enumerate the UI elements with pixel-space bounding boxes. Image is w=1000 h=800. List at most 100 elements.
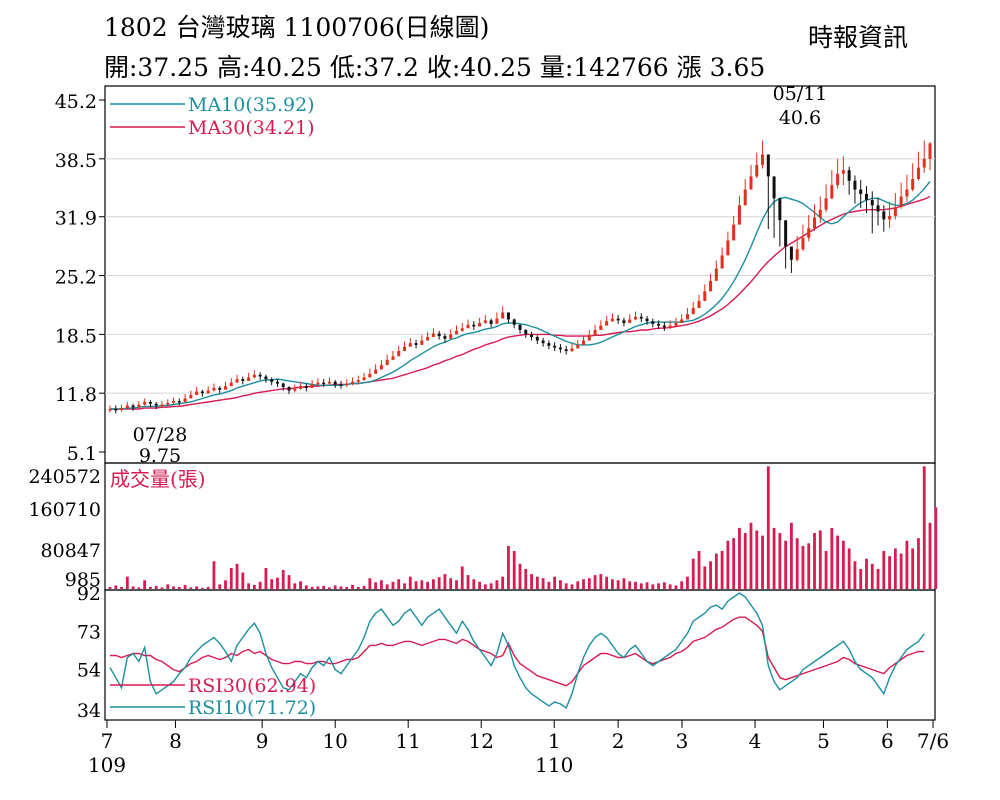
volume-bar xyxy=(200,587,204,589)
candle xyxy=(466,319,470,329)
rsi-line xyxy=(110,616,925,687)
volume-bar xyxy=(276,577,279,589)
candle xyxy=(905,174,909,202)
x-tick-label: 2 xyxy=(612,729,625,753)
volume-bar xyxy=(582,579,585,589)
volume-bar xyxy=(784,540,788,589)
candle xyxy=(206,386,210,395)
volume-bar xyxy=(674,585,678,589)
volume-bar xyxy=(177,586,181,589)
candle xyxy=(593,324,597,336)
candle xyxy=(697,294,701,309)
candle xyxy=(281,382,285,391)
candle xyxy=(120,404,124,412)
volume-bar xyxy=(697,551,701,589)
volume-bar xyxy=(876,568,880,589)
volume-bar xyxy=(610,579,614,589)
candle xyxy=(483,315,487,324)
candle xyxy=(818,196,822,223)
volume-bar xyxy=(518,563,522,589)
candle xyxy=(212,383,216,392)
candle xyxy=(882,205,886,232)
volume-bar xyxy=(755,530,759,589)
candle xyxy=(599,320,603,330)
candle xyxy=(813,204,817,231)
volume-bar xyxy=(183,584,187,589)
candle xyxy=(558,344,562,353)
candle xyxy=(836,158,840,189)
volume-bar xyxy=(720,551,724,589)
volume-bar xyxy=(657,583,660,589)
volume-bar xyxy=(639,583,643,589)
volume-bar xyxy=(870,563,874,589)
volume-bar xyxy=(738,527,741,589)
volume-bar xyxy=(859,568,863,589)
candle xyxy=(732,215,736,241)
volume-bar xyxy=(241,572,245,589)
candle xyxy=(801,224,805,251)
candle xyxy=(547,340,551,350)
x-tick-label: 5 xyxy=(817,729,830,753)
volume-bar xyxy=(472,579,476,589)
volume-bar xyxy=(917,538,920,589)
candle xyxy=(229,378,233,387)
legend-label: RSI10(71.72) xyxy=(188,697,316,719)
volume-bar xyxy=(778,533,782,589)
candle xyxy=(916,151,920,181)
volume-bar xyxy=(304,585,308,589)
candle xyxy=(368,368,372,378)
candle xyxy=(784,220,788,269)
volume-bar xyxy=(195,586,199,589)
candle xyxy=(200,389,204,397)
candle xyxy=(356,375,360,384)
x-tick-label: 1 xyxy=(548,729,561,753)
legend-label: MA30(34.21) xyxy=(188,117,315,139)
volume-bar xyxy=(206,586,210,589)
candle xyxy=(841,156,845,186)
volume-bar xyxy=(149,586,152,589)
volume-bar xyxy=(680,581,684,589)
candle xyxy=(189,390,193,399)
candle xyxy=(247,372,251,381)
volume-bar xyxy=(345,586,349,589)
volume-bar xyxy=(229,567,233,589)
ma10-line xyxy=(110,181,931,410)
candle xyxy=(454,325,458,335)
volume-bar xyxy=(564,583,568,589)
candle xyxy=(148,400,152,408)
volume-bar xyxy=(535,576,539,589)
volume-bar xyxy=(790,522,793,589)
candle xyxy=(622,317,626,327)
volume-bar xyxy=(766,466,770,589)
candle xyxy=(252,370,256,379)
volume-bar xyxy=(559,580,562,589)
price-tick-label: 45.2 xyxy=(55,91,97,113)
candle xyxy=(495,312,499,324)
volume-bar xyxy=(483,584,487,589)
candle xyxy=(166,399,170,407)
volume-bar xyxy=(628,581,632,589)
candle xyxy=(766,154,770,230)
candle xyxy=(761,140,765,169)
x-tick-label: 6 xyxy=(881,729,894,753)
candle xyxy=(339,380,343,389)
candle xyxy=(489,318,493,328)
volume-bar xyxy=(651,584,655,589)
candle xyxy=(645,315,649,325)
candle xyxy=(270,377,274,386)
candle xyxy=(114,405,118,414)
candle xyxy=(512,318,516,329)
volume-bar xyxy=(709,561,712,589)
candle xyxy=(633,311,637,321)
legend-label: RSI30(62.94) xyxy=(188,675,316,697)
volume-bar xyxy=(328,587,331,589)
volume-bar xyxy=(703,566,707,589)
candle xyxy=(876,197,880,226)
volume-tick-label: 80847 xyxy=(41,540,101,562)
candle xyxy=(293,384,297,393)
candle xyxy=(582,335,586,345)
volume-bar xyxy=(172,586,175,589)
volume-bar xyxy=(853,561,857,589)
volume-bar xyxy=(593,575,597,589)
volume-bar xyxy=(270,579,274,589)
